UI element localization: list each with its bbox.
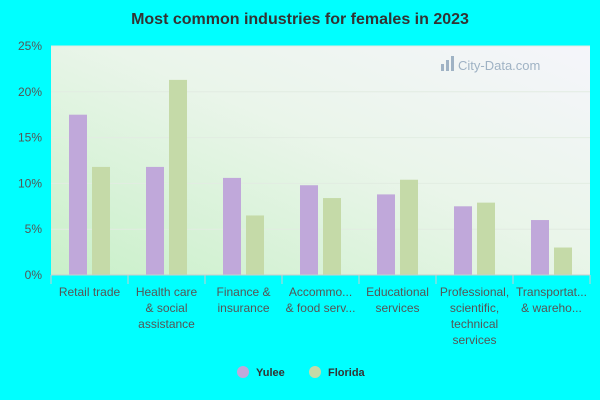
y-tick-label: 0% [25,268,43,282]
x-tick-label-line: & social [145,301,187,315]
x-tick-label: Transportat... & wareho... [516,285,587,315]
legend-swatch-florida [309,366,321,378]
y-tick-label: 25% [18,39,42,53]
legend: Yulee Florida [237,366,366,379]
bar-yulee-4 [377,194,395,275]
x-tick-label-line: Health care [136,285,198,299]
x-tick-label-line: & wareho... [521,301,582,315]
bar-yulee-3 [300,185,318,275]
x-tick-label: Finance & insurance [216,285,270,315]
x-tick-label-line: services [375,301,419,315]
x-tick-label-line: technical [451,317,498,331]
x-tick-label-line: services [452,333,496,347]
y-tick-label: 20% [18,85,42,99]
chart-title: Most common industries for females in 20… [131,11,469,28]
bar-florida-6 [554,247,572,275]
x-tick-label-line: Retail trade [59,285,121,299]
x-tick-label: Accommo... & food serv... [286,285,356,315]
bar-florida-0 [92,166,110,275]
x-tick-label-line: assistance [138,317,195,331]
plot-area [51,46,590,275]
legend-label-yulee: Yulee [256,367,285,379]
x-tick-label: Health care & social assistance [136,285,198,331]
y-tick-label: 10% [18,176,42,190]
x-tick-label-line: scientific, [450,301,499,315]
watermark-text: City-Data.com [458,58,540,73]
gridlines [51,45,590,230]
x-tick-label: Educational services [366,285,429,315]
bars [69,79,572,275]
bar-florida-5 [477,202,495,275]
y-tick-label: 5% [25,222,43,236]
legend-swatch-yulee [237,366,249,378]
bar-yulee-0 [69,114,87,275]
watermark: City-Data.com [441,56,540,73]
x-tick-label: Professional, scientific, technical service… [440,285,509,347]
bar-florida-1 [169,79,187,275]
bar-florida-3 [323,198,341,275]
x-tick-label-line: Professional, [440,285,509,299]
bar-yulee-2 [223,177,241,275]
x-axis-labels: Retail trade Health care & social assistanc… [59,285,587,347]
x-tick-label-line: & food serv... [286,301,356,315]
bar-yulee-1 [146,166,164,275]
y-axis-ticks: 0% 5% 10% 15% 20% 25% [18,39,42,282]
y-tick-label: 15% [18,131,42,145]
x-tick-label: Retail trade [59,285,121,299]
x-axis-dividers [50,274,591,284]
bar-yulee-6 [531,220,549,275]
x-tick-label-line: Educational [366,285,429,299]
chart-logo-icon [441,56,454,71]
bar-florida-2 [246,215,264,275]
bar-yulee-5 [454,206,472,275]
x-tick-label-line: Transportat... [516,285,587,299]
x-tick-label-line: Accommo... [289,285,352,299]
x-tick-label-line: insurance [217,301,269,315]
legend-label-florida: Florida [328,367,366,379]
bar-florida-4 [400,179,418,275]
x-tick-label-line: Finance & [216,285,270,299]
